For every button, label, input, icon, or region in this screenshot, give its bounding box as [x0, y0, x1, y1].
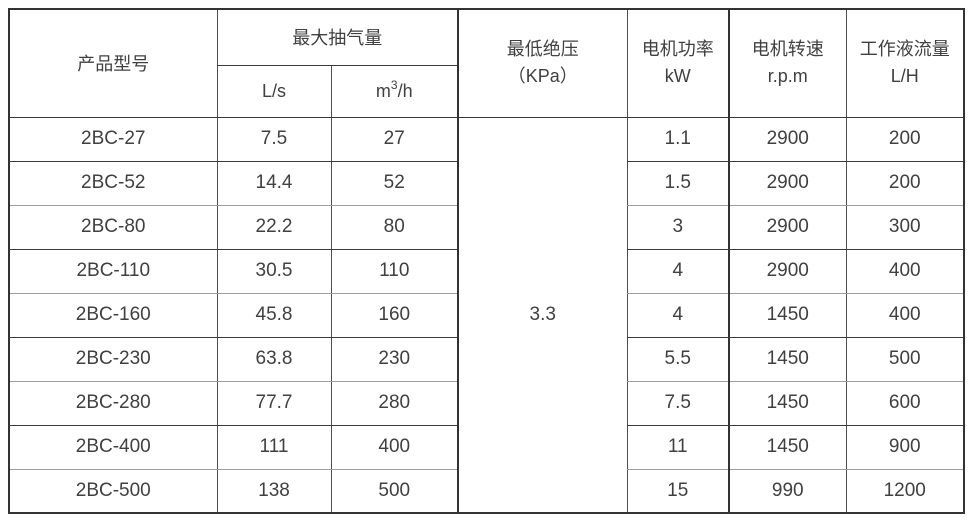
spec-table-body: 2BC-27 7.5 27 3.3 1.1 2900 200 2BC-52 14.…: [9, 117, 964, 514]
header-min-abs-pressure: 最低绝压 （KPa）: [457, 9, 627, 118]
cell-capacity-ls: 111: [216, 425, 331, 470]
cell-motor-power: 3: [626, 205, 729, 250]
cell-working-fluid-flow: 300: [845, 205, 964, 250]
cell-motor-power: 4: [626, 249, 729, 294]
cell-capacity-m3h: 52: [330, 161, 458, 206]
cell-motor-speed: 2900: [728, 249, 846, 294]
cell-working-fluid-flow: 400: [845, 293, 964, 338]
cell-motor-power: 1.5: [626, 161, 729, 206]
cell-product-model: 2BC-80: [9, 205, 217, 250]
cell-capacity-m3h: 230: [330, 337, 458, 382]
cell-motor-speed: 1450: [728, 293, 846, 338]
table-row: 2BC-400 111 400 11 1450 900: [9, 425, 964, 470]
cell-working-fluid-flow: 200: [845, 117, 964, 162]
cell-motor-speed: 1450: [728, 381, 846, 426]
header-motor-speed: 电机转速 r.p.m: [728, 9, 846, 118]
table-row: 2BC-110 30.5 110 4 2900 400: [9, 249, 964, 294]
cell-capacity-ls: 63.8: [216, 337, 331, 382]
cell-capacity-ls: 45.8: [216, 293, 331, 338]
cell-capacity-ls: 14.4: [216, 161, 331, 206]
cell-working-fluid-flow: 200: [845, 161, 964, 206]
cell-motor-power: 7.5: [626, 381, 729, 426]
header-motor-power: 电机功率 kW: [626, 9, 729, 118]
cell-working-fluid-flow: 500: [845, 337, 964, 382]
cell-product-model: 2BC-500: [9, 469, 217, 514]
cell-working-fluid-flow: 1200: [845, 469, 964, 514]
table-row: 2BC-160 45.8 160 4 1450 400: [9, 293, 964, 338]
cell-working-fluid-flow: 900: [845, 425, 964, 470]
cell-capacity-ls: 22.2: [216, 205, 331, 250]
cell-motor-speed: 2900: [728, 161, 846, 206]
table-row: 2BC-280 77.7 280 7.5 1450 600: [9, 381, 964, 426]
cell-capacity-m3h: 80: [330, 205, 458, 250]
header-unit-m3h-sup: 3: [390, 77, 398, 92]
cell-motor-power: 1.1: [626, 117, 729, 162]
header-row-1: 产品型号 最大抽气量 最低绝压 （KPa） 电机功率 kW 电机转速 r.p.m: [9, 9, 964, 118]
cell-motor-power: 5.5: [626, 337, 729, 382]
header-motor-power-unit: kW: [664, 66, 691, 87]
cell-capacity-m3h: 110: [330, 249, 458, 294]
header-motor-speed-name: 电机转速: [751, 39, 824, 60]
header-working-fluid-flow-unit: L/H: [890, 66, 919, 87]
cell-product-model: 2BC-52: [9, 161, 217, 206]
table-row: 2BC-52 14.4 52 1.5 2900 200: [9, 161, 964, 206]
table-row: 2BC-80 22.2 80 3 2900 300: [9, 205, 964, 250]
cell-motor-speed: 1450: [728, 337, 846, 382]
cell-motor-speed: 990: [728, 469, 846, 514]
header-min-abs-pressure-name: 最低绝压: [506, 39, 579, 60]
cell-min-abs-pressure: 3.3: [457, 117, 627, 514]
cell-working-fluid-flow: 600: [845, 381, 964, 426]
cell-product-model: 2BC-27: [9, 117, 217, 162]
header-unit-ls: L/s: [216, 65, 331, 118]
header-working-fluid-flow: 工作液流量 L/H: [845, 9, 964, 118]
table-row: 2BC-500 138 500 15 990 1200: [9, 469, 964, 514]
cell-product-model: 2BC-400: [9, 425, 217, 470]
header-min-abs-pressure-unit: （KPa）: [507, 66, 578, 87]
table-row: 2BC-230 63.8 230 5.5 1450 500: [9, 337, 964, 382]
cell-motor-speed: 2900: [728, 205, 846, 250]
header-unit-m3h-base: m: [375, 80, 391, 101]
cell-product-model: 2BC-160: [9, 293, 217, 338]
cell-capacity-m3h: 160: [330, 293, 458, 338]
header-motor-speed-unit: r.p.m: [767, 66, 808, 87]
cell-capacity-ls: 138: [216, 469, 331, 514]
header-unit-m3h-rest: /h: [397, 80, 413, 101]
cell-motor-power: 11: [626, 425, 729, 470]
cell-product-model: 2BC-280: [9, 381, 217, 426]
cell-motor-power: 4: [626, 293, 729, 338]
cell-capacity-ls: 30.5: [216, 249, 331, 294]
cell-motor-speed: 1450: [728, 425, 846, 470]
header-unit-m3h: m3/h: [330, 65, 458, 118]
cell-capacity-ls: 77.7: [216, 381, 331, 426]
header-product-model: 产品型号: [9, 9, 217, 118]
header-row-2: L/s m3/h: [9, 65, 964, 118]
cell-capacity-m3h: 27: [330, 117, 458, 162]
cell-capacity-ls: 7.5: [216, 117, 331, 162]
cell-motor-power: 15: [626, 469, 729, 514]
spec-table: 产品型号 最大抽气量 最低绝压 （KPa） 电机功率 kW 电机转速 r.p.m: [8, 8, 965, 514]
header-max-capacity: 最大抽气量: [216, 9, 458, 66]
table-row: 2BC-27 7.5 27 3.3 1.1 2900 200: [9, 117, 964, 514]
cell-capacity-m3h: 500: [330, 469, 458, 514]
cell-working-fluid-flow: 400: [845, 249, 964, 294]
cell-capacity-m3h: 280: [330, 381, 458, 426]
cell-product-model: 2BC-230: [9, 337, 217, 382]
header-working-fluid-flow-name: 工作液流量: [859, 39, 950, 60]
cell-motor-speed: 2900: [728, 117, 846, 162]
header-motor-power-name: 电机功率: [641, 39, 714, 60]
cell-product-model: 2BC-110: [9, 249, 217, 294]
cell-capacity-m3h: 400: [330, 425, 458, 470]
